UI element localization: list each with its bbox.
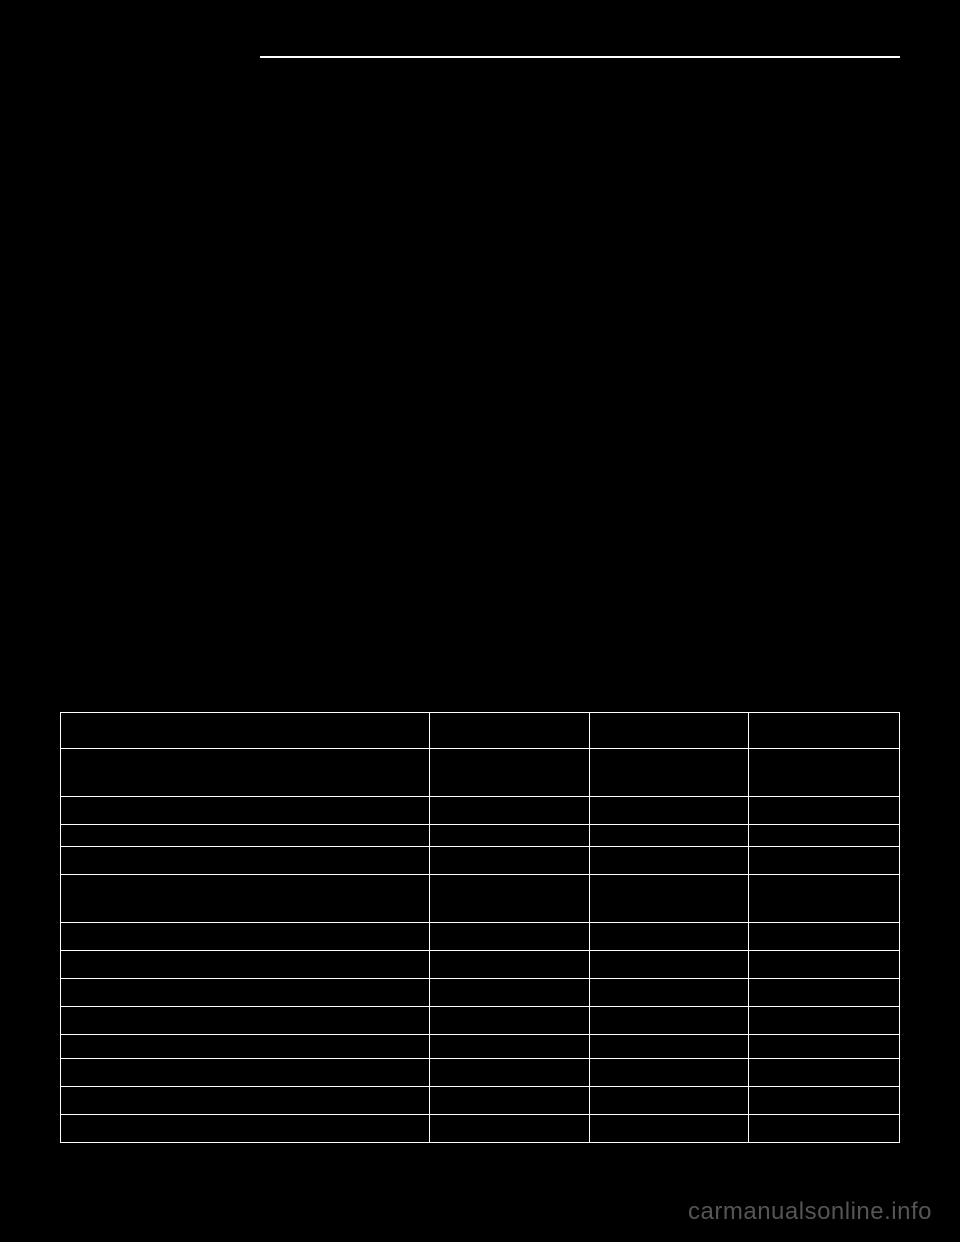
- table-cell: [430, 1035, 589, 1059]
- table-row: [61, 875, 900, 923]
- table-cell: [589, 1115, 748, 1143]
- data-table: [60, 712, 900, 1143]
- table-cell: [61, 1007, 430, 1035]
- table-row: [61, 1007, 900, 1035]
- table-cell: [61, 923, 430, 951]
- header-divider: [260, 56, 900, 58]
- table-cell: [589, 1059, 748, 1087]
- table-cell: [61, 1087, 430, 1115]
- table-cell: [589, 797, 748, 825]
- table-row: [61, 1059, 900, 1087]
- table-cell: [61, 1059, 430, 1087]
- table-cell: [589, 847, 748, 875]
- table-row: [61, 749, 900, 797]
- table-row: [61, 847, 900, 875]
- table-cell: [748, 979, 899, 1007]
- table-cell: [430, 875, 589, 923]
- table-cell: [589, 875, 748, 923]
- table-row: [61, 923, 900, 951]
- table-cell: [61, 1115, 430, 1143]
- table-cell: [748, 1035, 899, 1059]
- table-cell: [748, 875, 899, 923]
- table-row: [61, 951, 900, 979]
- table-cell: [61, 951, 430, 979]
- table-row: [61, 797, 900, 825]
- table-cell: [748, 1087, 899, 1115]
- table-cell: [430, 1115, 589, 1143]
- table-cell: [430, 1087, 589, 1115]
- table-cell: [430, 951, 589, 979]
- table-cell: [748, 749, 899, 797]
- table-row: [61, 1087, 900, 1115]
- table-cell: [61, 825, 430, 847]
- table-cell: [589, 951, 748, 979]
- table-cell: [589, 923, 748, 951]
- table-cell: [748, 713, 899, 749]
- table-cell: [61, 979, 430, 1007]
- table-cell: [430, 825, 589, 847]
- watermark-text: carmanualsonline.info: [688, 1198, 932, 1226]
- data-table-container: [60, 712, 900, 1143]
- table-cell: [589, 979, 748, 1007]
- table-cell: [589, 825, 748, 847]
- table-cell: [589, 1035, 748, 1059]
- table-row: [61, 825, 900, 847]
- table-cell: [589, 1007, 748, 1035]
- table-cell: [61, 713, 430, 749]
- table-cell: [748, 951, 899, 979]
- table-cell: [430, 713, 589, 749]
- table-cell: [430, 923, 589, 951]
- table-cell: [61, 847, 430, 875]
- table-cell: [589, 1087, 748, 1115]
- table-cell: [61, 797, 430, 825]
- table-cell: [61, 875, 430, 923]
- table-cell: [430, 847, 589, 875]
- table-cell: [589, 713, 748, 749]
- table-cell: [748, 923, 899, 951]
- table-cell: [748, 1115, 899, 1143]
- table-cell: [748, 825, 899, 847]
- table-row: [61, 979, 900, 1007]
- table-cell: [61, 749, 430, 797]
- table-cell: [430, 1007, 589, 1035]
- table-row: [61, 713, 900, 749]
- table-cell: [748, 1007, 899, 1035]
- table-cell: [430, 1059, 589, 1087]
- table-cell: [430, 797, 589, 825]
- table-row: [61, 1035, 900, 1059]
- table-cell: [430, 749, 589, 797]
- table-cell: [430, 979, 589, 1007]
- table-cell: [748, 847, 899, 875]
- table-cell: [61, 1035, 430, 1059]
- table-row: [61, 1115, 900, 1143]
- table-cell: [589, 749, 748, 797]
- table-cell: [748, 797, 899, 825]
- table-cell: [748, 1059, 899, 1087]
